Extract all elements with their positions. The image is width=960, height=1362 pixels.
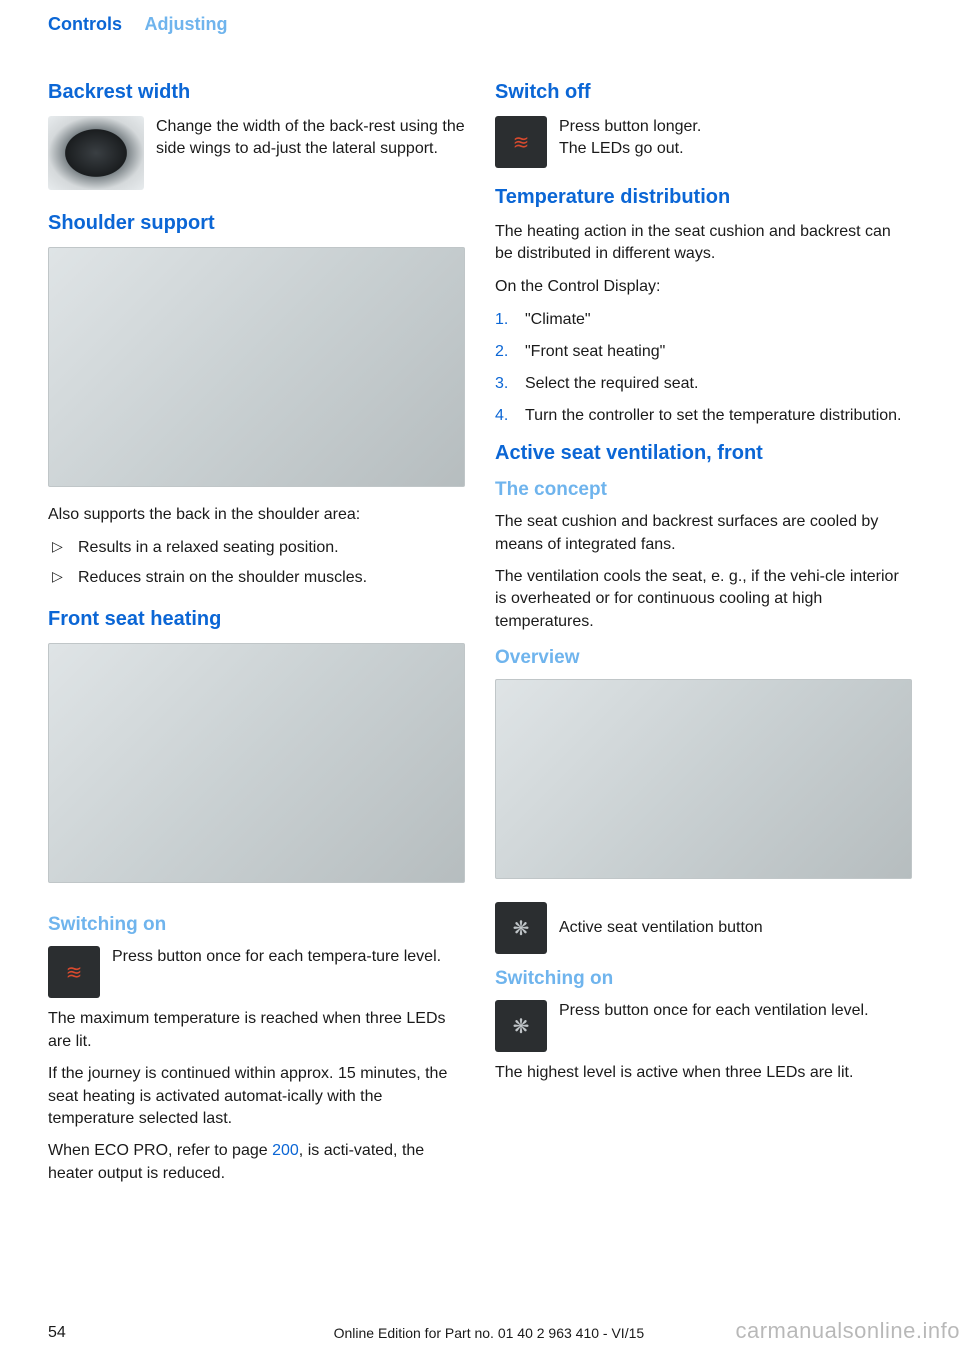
- concept-p1: The seat cushion and backrest surfaces a…: [495, 511, 912, 556]
- ventilation-button-label: Active seat ventilation button: [559, 917, 912, 939]
- left-column: Backrest width Change the width of the b…: [48, 75, 465, 1195]
- heading-front-seat-heating: Front seat heating: [48, 608, 465, 631]
- list-item: Results in a relaxed seating position.: [48, 536, 465, 560]
- list-item: "Front seat heating": [495, 340, 912, 364]
- switch-off-line1: Press button longer.: [559, 118, 701, 135]
- switch-off-line2: The LEDs go out.: [559, 140, 684, 157]
- ventilation-overview-photo: [495, 679, 912, 879]
- heading-switch-off: Switch off: [495, 81, 912, 104]
- list-item: "Climate": [495, 308, 912, 332]
- heating-p2: The maximum temperature is reached when …: [48, 1008, 465, 1053]
- list-item: Turn the controller to set the temperatu…: [495, 404, 912, 428]
- switching-on-text: Press button once for each tempera‐ture …: [112, 946, 465, 968]
- right-column: Switch off Press button longer. The LEDs…: [495, 75, 912, 1195]
- concept-p2: The ventilation cools the seat, e. g., i…: [495, 566, 912, 633]
- heating-p4: When ECO PRO, refer to page 200, is acti…: [48, 1140, 465, 1185]
- footer-edition-text: Online Edition for Part no. 01 40 2 963 …: [66, 1325, 912, 1341]
- page-header: Controls Adjusting: [0, 0, 960, 47]
- heading-temperature-distribution: Temperature distribution: [495, 186, 912, 209]
- heading-switching-on: Switching on: [48, 914, 465, 936]
- heading-active-seat-ventilation: Active seat ventilation, front: [495, 442, 912, 465]
- shoulder-bullet-list: Results in a relaxed seating position. R…: [48, 536, 465, 590]
- shoulder-intro: Also supports the back in the shoulder a…: [48, 504, 465, 526]
- heading-the-concept: The concept: [495, 479, 912, 501]
- vent-p2: The highest level is active when three L…: [495, 1062, 912, 1084]
- switch-off-text: Press button longer. The LEDs go out.: [559, 116, 912, 161]
- page-footer: 54 Online Edition for Part no. 01 40 2 9…: [0, 1324, 960, 1342]
- vent-switching-on-text: Press button once for each ventilation l…: [559, 1000, 912, 1022]
- seat-ventilation-button-icon: ❋: [495, 902, 547, 954]
- temp-dist-steps: "Climate" "Front seat heating" Select th…: [495, 308, 912, 428]
- shoulder-support-photo: [48, 247, 465, 487]
- backrest-width-text: Change the width of the back‐rest using …: [156, 116, 465, 161]
- heading-backrest-width: Backrest width: [48, 81, 465, 104]
- heading-overview: Overview: [495, 647, 912, 669]
- breadcrumb-secondary: Adjusting: [144, 14, 227, 34]
- seat-heating-button-icon: [48, 946, 100, 998]
- heating-p4a: When ECO PRO, refer to page: [48, 1142, 272, 1159]
- heading-shoulder-support: Shoulder support: [48, 212, 465, 235]
- temp-dist-p1: The heating action in the seat cushion a…: [495, 221, 912, 266]
- backrest-width-photo: [48, 116, 144, 190]
- page-number: 54: [48, 1324, 66, 1342]
- breadcrumb-primary: Controls: [48, 14, 122, 34]
- temp-dist-p2: On the Control Display:: [495, 276, 912, 298]
- seat-heating-photo: [48, 643, 465, 883]
- heating-p3: If the journey is continued within appro…: [48, 1063, 465, 1130]
- seat-heating-off-button-icon: [495, 116, 547, 168]
- heading-vent-switching-on: Switching on: [495, 968, 912, 990]
- eco-pro-page-link[interactable]: 200: [272, 1142, 299, 1159]
- list-item: Select the required seat.: [495, 372, 912, 396]
- seat-ventilation-on-button-icon: ❋: [495, 1000, 547, 1052]
- list-item: Reduces strain on the shoulder muscles.: [48, 566, 465, 590]
